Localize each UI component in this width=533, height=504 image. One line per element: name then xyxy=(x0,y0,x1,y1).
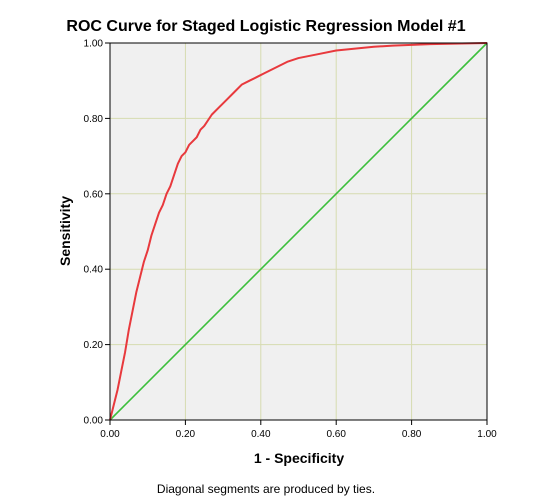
x-tick-label: 0.80 xyxy=(402,429,422,440)
reference-line xyxy=(109,42,488,421)
plot-frame xyxy=(109,42,488,421)
plot-area: 0.00 0.20 0.40 0.60 0.80 1.00 0.00 0.20 0.40 0.60… xyxy=(84,39,498,441)
x-axis-label: 1 - Specificity xyxy=(254,450,344,466)
x-tick-label: 0.60 xyxy=(326,429,346,440)
y-tick-label: 0.20 xyxy=(84,340,104,351)
x-tick-label: 1.00 xyxy=(477,429,497,440)
y-axis-label: Sensitivity xyxy=(57,196,73,266)
x-tick-label: 0.00 xyxy=(100,429,120,440)
roc-curve xyxy=(109,42,488,421)
chart-title: ROC Curve for Staged Logistic Regression… xyxy=(66,18,465,35)
footnote: Diagonal segments are produced by ties. xyxy=(157,482,375,496)
y-tick-label: 0.60 xyxy=(84,189,104,200)
y-tick-label: 0.40 xyxy=(84,265,104,276)
x-tick-label: 0.20 xyxy=(176,429,196,440)
y-tick-label: 0.80 xyxy=(84,114,104,125)
x-tick-label: 0.40 xyxy=(251,429,271,440)
y-tick-label: 1.00 xyxy=(84,39,104,50)
y-tick-label: 0.00 xyxy=(84,416,104,427)
